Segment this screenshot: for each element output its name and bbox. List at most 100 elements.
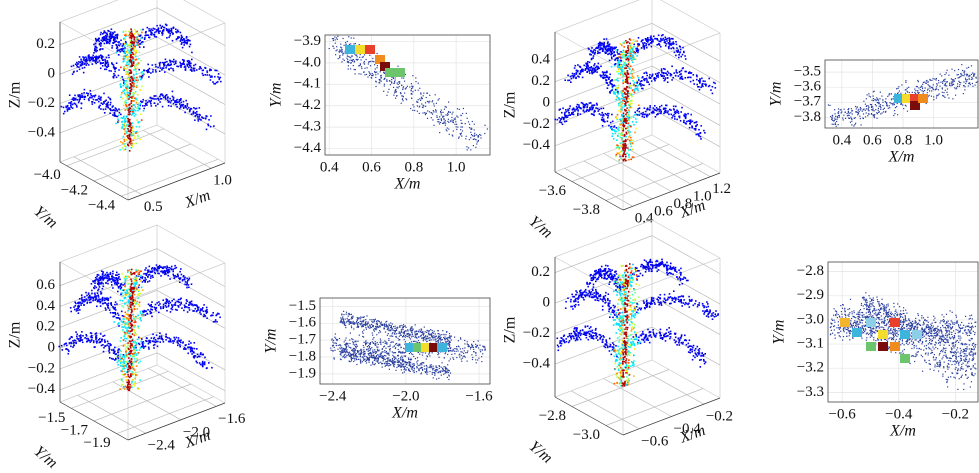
point: [120, 114, 122, 116]
point: [668, 48, 670, 50]
point: [642, 114, 644, 116]
point: [690, 114, 692, 116]
point: [577, 109, 579, 111]
point: [652, 111, 654, 113]
point: [905, 93, 906, 94]
point: [642, 116, 644, 118]
point: [126, 63, 128, 65]
point: [637, 52, 639, 54]
point: [128, 64, 130, 66]
point: [618, 68, 620, 70]
point: [161, 27, 163, 29]
x-tick-label: 0.4: [320, 159, 339, 175]
point: [417, 111, 418, 112]
point: [649, 74, 651, 76]
point: [450, 112, 451, 113]
point: [631, 96, 633, 98]
point: [124, 143, 126, 145]
point: [412, 104, 413, 105]
point: [339, 52, 340, 53]
point: [952, 84, 953, 85]
point: [445, 123, 446, 124]
point: [384, 78, 385, 79]
point: [597, 53, 599, 55]
point: [878, 108, 879, 109]
point: [582, 77, 584, 79]
point: [617, 67, 619, 69]
point: [119, 149, 121, 151]
x-tick-label: 0.4: [832, 132, 851, 148]
point: [104, 339, 106, 341]
point: [167, 96, 169, 98]
point: [407, 86, 408, 87]
point: [121, 121, 123, 123]
point: [345, 42, 346, 43]
point: [667, 71, 669, 73]
point: [603, 115, 605, 117]
point: [625, 154, 627, 156]
point: [128, 52, 130, 54]
point: [199, 118, 201, 120]
point: [154, 36, 156, 38]
point: [958, 69, 959, 70]
point: [674, 52, 676, 54]
point: [100, 99, 102, 101]
point: [422, 112, 423, 113]
point: [614, 79, 616, 81]
x-axis-label: X/m: [888, 149, 915, 166]
point: [195, 308, 197, 310]
point: [158, 338, 160, 340]
point: [638, 79, 640, 81]
point: [167, 30, 169, 32]
point: [206, 317, 208, 319]
point: [624, 62, 626, 64]
point: [175, 309, 177, 311]
point: [124, 140, 126, 142]
point: [607, 41, 609, 43]
point: [868, 107, 869, 108]
point: [880, 104, 881, 105]
point: [114, 352, 116, 354]
point: [655, 116, 657, 118]
point: [571, 78, 573, 80]
point: [484, 133, 485, 134]
point: [145, 31, 147, 33]
y-tick-label: −3.6: [794, 79, 822, 95]
point: [104, 112, 106, 114]
point: [102, 62, 104, 64]
point: [75, 98, 77, 100]
point: [631, 77, 633, 79]
point: [94, 48, 96, 50]
point: [709, 85, 711, 87]
point: [703, 80, 705, 82]
point: [421, 103, 422, 104]
point: [141, 101, 143, 103]
point: [143, 46, 145, 48]
point: [141, 346, 143, 348]
point: [67, 105, 69, 107]
point: [394, 81, 395, 82]
point: [129, 96, 131, 98]
point: [131, 86, 133, 88]
point: [141, 32, 143, 34]
point: [129, 60, 131, 62]
point: [148, 30, 150, 32]
point: [618, 62, 620, 64]
point: [376, 81, 377, 82]
point: [411, 88, 412, 89]
point: [375, 86, 376, 87]
point: [76, 106, 78, 108]
point: [198, 120, 200, 122]
point: [172, 96, 174, 98]
point: [199, 68, 201, 70]
point: [184, 347, 186, 349]
point: [462, 113, 463, 114]
point: [954, 81, 955, 82]
point: [617, 80, 619, 82]
point: [634, 82, 636, 84]
point: [130, 40, 132, 42]
point: [672, 47, 674, 49]
point: [354, 61, 355, 62]
point: [591, 70, 593, 72]
point: [103, 275, 105, 277]
